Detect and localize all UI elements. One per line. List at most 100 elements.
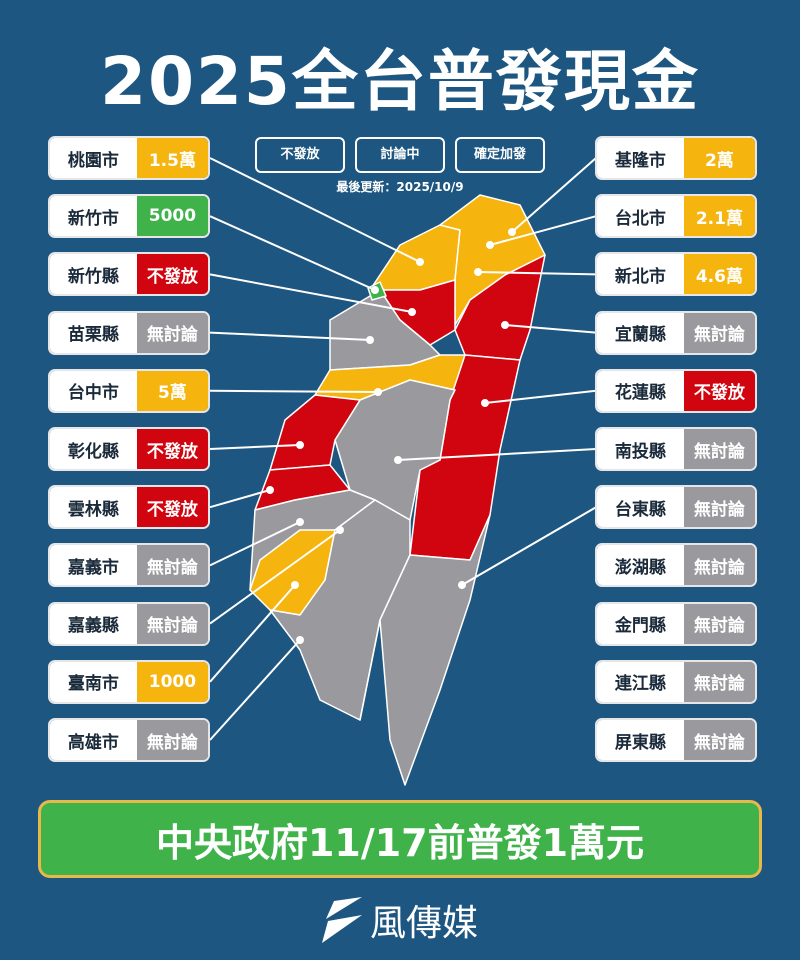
county-value: 4.6萬 [683, 254, 755, 295]
county-value: 無討論 [683, 603, 755, 644]
leader-dot [296, 636, 304, 644]
county-name: 連江縣 [597, 661, 684, 702]
county-name: 苗栗縣 [50, 312, 137, 353]
county-value: 無討論 [136, 545, 208, 586]
county-label: 金門縣 無討論 [595, 601, 757, 646]
logo: 風傳媒 [300, 895, 500, 945]
leader-line [209, 331, 371, 341]
county-name: 澎湖縣 [597, 545, 684, 586]
county-name: 桃園市 [50, 138, 137, 178]
county-name: 嘉義市 [50, 545, 137, 586]
leader-dot [481, 399, 489, 407]
leader-dot [366, 336, 374, 344]
leader-dot [336, 526, 344, 534]
county-value: 無討論 [683, 720, 755, 760]
county-name: 宜蘭縣 [597, 312, 684, 353]
leader-line [209, 157, 421, 263]
county-name: 嘉義縣 [50, 603, 137, 644]
county-name: 花蓮縣 [597, 370, 684, 411]
county-value: 無討論 [683, 312, 755, 353]
county-label: 雲林縣 不發放 [48, 485, 210, 530]
county-name: 新北市 [597, 254, 684, 295]
leader-line [209, 521, 301, 567]
leader-dot [266, 486, 274, 494]
leader-dot [458, 581, 466, 589]
county-value: 無討論 [136, 720, 208, 760]
leader-dot [394, 456, 402, 464]
leader-line [397, 448, 597, 461]
leader-line [504, 324, 597, 334]
central-government-banner: 中央政府11/17前普發1萬元 [38, 800, 762, 878]
leader-line [489, 215, 597, 246]
county-name: 高雄市 [50, 720, 137, 760]
county-value: 1000 [136, 661, 208, 702]
leader-line [209, 529, 341, 625]
leader-line [209, 584, 296, 683]
leader-line [511, 157, 597, 233]
county-value: 不發放 [136, 254, 208, 295]
county-label: 新竹縣 不發放 [48, 252, 210, 297]
county-label: 台東縣 無討論 [595, 485, 757, 530]
leader-dot [296, 441, 304, 449]
county-label: 屏東縣 無討論 [595, 718, 757, 762]
county-value: 2萬 [683, 138, 755, 178]
county-label: 南投縣 無討論 [595, 427, 757, 471]
county-value: 1.5萬 [136, 138, 208, 178]
county-label: 臺南市 1000 [48, 659, 210, 704]
county-label: 台中市 5萬 [48, 368, 210, 413]
county-value: 5000 [136, 196, 208, 237]
county-name: 台東縣 [597, 487, 684, 528]
county-name: 彰化縣 [50, 429, 137, 469]
county-label: 新北市 4.6萬 [595, 252, 757, 297]
county-label: 連江縣 無討論 [595, 659, 757, 704]
county-label: 桃園市 1.5萬 [48, 136, 210, 180]
leader-line [209, 273, 413, 313]
leader-dot [508, 228, 516, 236]
county-label: 基隆市 2萬 [595, 136, 757, 180]
leader-dot [474, 268, 482, 276]
county-value: 不發放 [136, 429, 208, 469]
county-value: 無討論 [683, 487, 755, 528]
leader-line [461, 506, 597, 586]
county-name: 南投縣 [597, 429, 684, 469]
region-kaohsiung [269, 499, 411, 721]
leader-dot [486, 241, 494, 249]
logo-bolt-icon [321, 897, 362, 943]
leader-dot [501, 321, 509, 329]
leader-line [484, 389, 597, 404]
leader-line [477, 271, 597, 276]
county-label: 台北市 2.1萬 [595, 194, 757, 239]
logo-text: 風傳媒 [369, 903, 478, 944]
county-value: 2.1萬 [683, 196, 755, 237]
county-label: 澎湖縣 無討論 [595, 543, 757, 588]
last-updated: 最後更新：2025/10/9 [336, 180, 464, 194]
county-name: 屏東縣 [597, 720, 684, 760]
county-label: 高雄市 無討論 [48, 718, 210, 762]
county-label: 嘉義市 無討論 [48, 543, 210, 588]
leader-dot [374, 388, 382, 396]
county-name: 雲林縣 [50, 487, 137, 528]
county-name: 基隆市 [597, 138, 684, 178]
county-value: 無討論 [683, 429, 755, 469]
county-label: 新竹市 5000 [48, 194, 210, 239]
county-value: 無討論 [683, 545, 755, 586]
leader-dot [416, 258, 424, 266]
county-value: 無討論 [136, 603, 208, 644]
county-name: 台北市 [597, 196, 684, 237]
leader-line [209, 215, 376, 291]
county-label: 嘉義縣 無討論 [48, 601, 210, 646]
county-value: 無討論 [136, 312, 208, 353]
legend-discussing: 討論中 [355, 137, 445, 173]
leader-dot [371, 286, 379, 294]
region-taoyuan [369, 224, 461, 291]
county-value: 5萬 [136, 370, 208, 411]
county-name: 台中市 [50, 370, 137, 411]
county-label: 彰化縣 不發放 [48, 427, 210, 471]
county-name: 金門縣 [597, 603, 684, 644]
legend-confirmed: 確定加發 [455, 137, 545, 173]
county-label: 苗栗縣 無討論 [48, 310, 210, 355]
county-value: 無討論 [683, 661, 755, 702]
county-label: 花蓮縣 不發放 [595, 368, 757, 413]
region-taitung-pingtung [359, 514, 491, 786]
leader-line [209, 444, 301, 450]
